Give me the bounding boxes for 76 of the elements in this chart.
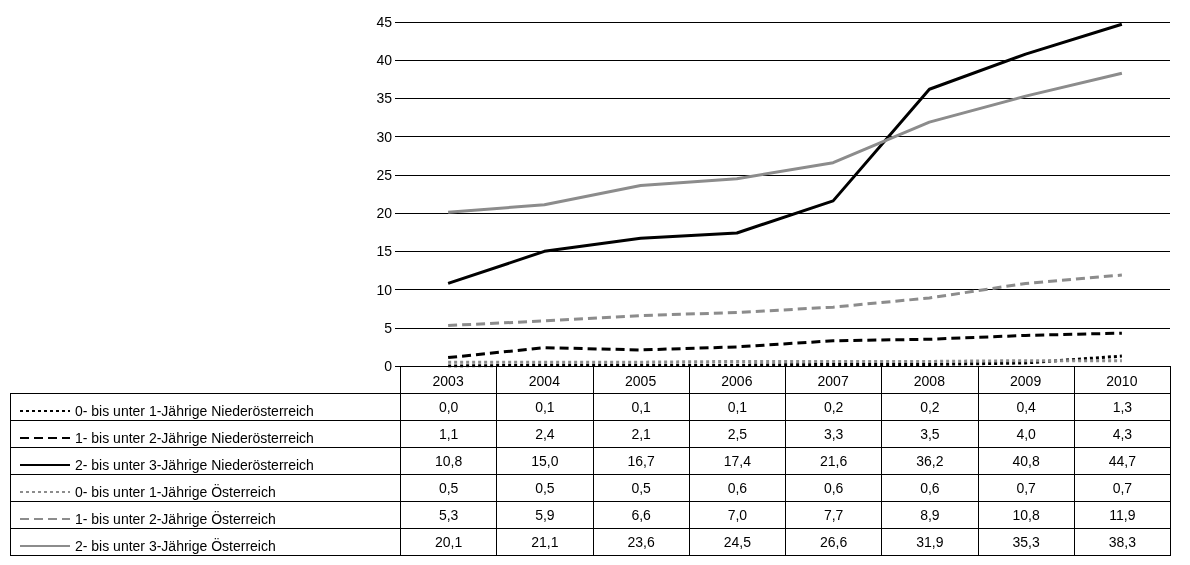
data-label: 10,8 [977,501,1075,529]
data-label: 16,7 [592,447,690,475]
data-label: 7,7 [785,501,883,529]
data-label: 8,9 [881,501,979,529]
data-label: 0,1 [592,393,690,421]
data-label: 36,2 [881,447,979,475]
y-tick-label: 25 [376,166,393,183]
data-label: 21,6 [785,447,883,475]
legend-label: 2- bis unter 3-Jährige Niederösterreich [75,457,314,473]
x-tick-label: 2005 [625,373,657,389]
y-tick-label: 35 [376,90,393,107]
data-label: 7,0 [688,501,786,529]
data-label: 0,2 [881,393,979,421]
data-label: 26,6 [785,528,883,556]
data-label: 0,2 [785,393,883,421]
data-label: 4,3 [1073,420,1171,448]
data-label: 24,5 [688,528,786,556]
data-label: 1,3 [1073,393,1171,421]
data-label: 4,0 [977,420,1075,448]
data-label: 0,7 [977,474,1075,502]
line-series [446,354,1124,368]
data-label: 0,1 [688,393,786,421]
line-series [446,273,1124,327]
data-label: 35,3 [977,528,1075,556]
y-tick-label: 30 [376,128,393,145]
data-label: 38,3 [1073,528,1171,556]
legend-label: 2- bis unter 3-Jährige Österreich [75,537,276,554]
y-tick-label: 5 [384,319,393,336]
data-label: 6,6 [592,501,690,529]
data-label: 0,6 [881,474,979,502]
data-label: 11,9 [1073,501,1171,529]
data-label: 0,7 [1073,474,1171,502]
data-label: 3,5 [881,420,979,448]
data-label: 31,9 [881,528,979,556]
x-tick-label: 2007 [817,373,849,389]
data-label: 20,1 [400,528,498,556]
y-tick-label: 20 [376,205,393,222]
data-label: 10,8 [400,447,498,475]
data-label: 23,6 [592,528,690,556]
data-label: 0,6 [688,474,786,502]
legend-label: 0- bis unter 1-Jährige Niederösterreich [75,403,314,419]
data-label: 2,4 [496,420,594,448]
x-tick-label: 2009 [1010,373,1042,389]
y-tick-label: 45 [376,14,393,30]
data-label: 0,5 [592,474,690,502]
data-label: 3,3 [785,420,883,448]
data-label: 2,5 [688,420,786,448]
data-label: 44,7 [1073,447,1171,475]
data-label: 5,3 [400,501,498,529]
legend-label: 1- bis unter 2-Jährige Niederösterreich [75,430,314,446]
data-label: 0,6 [785,474,883,502]
x-tick-label: 2010 [1106,373,1138,389]
x-tick-label: 2003 [432,373,464,389]
data-label: 0,5 [496,474,594,502]
data-label: 0,5 [400,474,498,502]
data-label: 0,1 [496,393,594,421]
x-tick-label: 2006 [721,373,753,389]
data-label: 2,1 [592,420,690,448]
y-tick-label: 10 [376,281,393,298]
x-tick-label: 2008 [913,373,946,389]
data-label: 17,4 [688,447,786,475]
data-label: 0,0 [400,393,498,421]
y-tick-label: 0 [384,358,393,374]
y-tick-label: 15 [376,243,393,260]
legend-label: 0- bis unter 1-Jährige Österreich [75,483,276,500]
y-tick-label: 40 [376,52,393,69]
data-label: 0,4 [977,393,1075,421]
line-series [446,331,1124,360]
data-label: 5,9 [496,501,594,529]
legend-label: 1- bis unter 2-Jährige Österreich [75,510,276,527]
line-series [446,71,1124,214]
data-label: 15,0 [496,447,594,475]
x-tick-label: 2004 [528,373,561,389]
data-label: 40,8 [977,447,1075,475]
data-label: 21,1 [496,528,594,556]
data-label: 1,1 [400,420,498,448]
